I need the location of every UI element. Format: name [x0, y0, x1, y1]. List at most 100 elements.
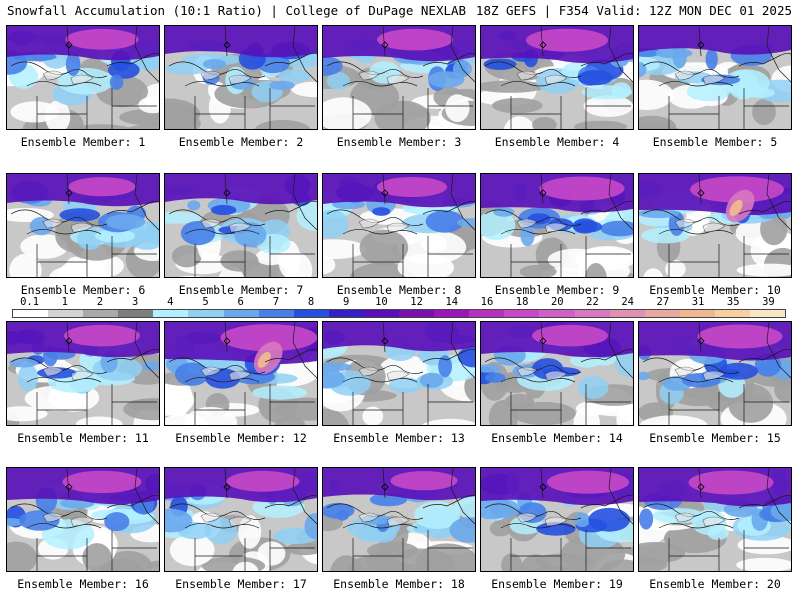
- member-label-8: Ensemble Member: 8: [336, 283, 462, 297]
- member-label-9: Ensemble Member: 9: [494, 283, 620, 297]
- colorbar-segment: [83, 310, 119, 317]
- snowfall-map-7: [165, 174, 317, 277]
- colorbar-segment: [363, 310, 400, 317]
- member-map-10: [638, 173, 792, 278]
- member-label-19: Ensemble Member: 19: [491, 577, 623, 591]
- colorbar-segment: [434, 310, 470, 317]
- member-map-7: [164, 173, 318, 278]
- colorbar-label: 0.1: [20, 296, 40, 308]
- snowfall-map-11: [7, 322, 159, 425]
- snowfall-map-8: [323, 174, 475, 277]
- member-label-10: Ensemble Member: 10: [649, 283, 781, 297]
- colorbar-label: 5: [202, 296, 209, 308]
- member-label-2: Ensemble Member: 2: [178, 135, 304, 149]
- member-label-1: Ensemble Member: 1: [20, 135, 146, 149]
- colorbar-segment: [293, 310, 329, 317]
- member-label-15: Ensemble Member: 15: [649, 431, 781, 445]
- snowfall-map-15: [639, 322, 791, 425]
- run-valid-time: 18Z GEFS | F354 Valid: 12Z MON DEC 01 20…: [475, 3, 792, 18]
- colorbar-label: 27: [656, 296, 670, 308]
- member-label-4: Ensemble Member: 4: [494, 135, 620, 149]
- colorbar-label: 12: [410, 296, 423, 308]
- colorbar-labels: 0.1 1 2 3 4 5 6 7 8 9 10 12 14 16 18 20 22 24 27 31 35 39: [0, 296, 800, 308]
- member-map-1: [6, 25, 160, 130]
- colorbar-segment: [48, 310, 84, 317]
- member-label-11: Ensemble Member: 11: [17, 431, 149, 445]
- colorbar-label: 1: [61, 296, 68, 308]
- member-label-13: Ensemble Member: 13: [333, 431, 465, 445]
- colorbar-segment: [539, 310, 575, 317]
- member-map-12: [164, 321, 318, 426]
- colorbar-segment: [574, 310, 610, 317]
- colorbar-segment: [399, 310, 435, 317]
- member-label-6: Ensemble Member: 6: [20, 283, 146, 297]
- colorbar-segment: [749, 310, 786, 317]
- member-label-18: Ensemble Member: 18: [333, 577, 465, 591]
- colorbar-label: 6: [237, 296, 244, 308]
- member-map-2: [164, 25, 318, 130]
- colorbar-segment: [714, 310, 750, 317]
- member-label-7: Ensemble Member: 7: [178, 283, 304, 297]
- colorbar-label: 4: [167, 296, 174, 308]
- header-bar: Snowfall Accumulation (10:1 Ratio) | Col…: [0, 0, 800, 22]
- snowfall-map-20: [639, 468, 791, 571]
- member-label-12: Ensemble Member: 12: [175, 431, 307, 445]
- colorbar-segment: [644, 310, 680, 317]
- colorbar-label: 31: [691, 296, 705, 308]
- colorbar-label: 16: [480, 296, 494, 308]
- snowfall-map-13: [323, 322, 475, 425]
- member-map-4: [480, 25, 634, 130]
- member-map-6: [6, 173, 160, 278]
- colorbar-label: 24: [621, 296, 634, 308]
- snowfall-map-2: [165, 26, 317, 129]
- colorbar-label: 3: [131, 296, 139, 308]
- member-label-20: Ensemble Member: 20: [649, 577, 781, 591]
- member-map-19: [480, 467, 634, 572]
- snowfall-map-3: [323, 26, 475, 129]
- colorbar-label: 8: [307, 296, 315, 308]
- member-map-11: [6, 321, 160, 426]
- snowfall-colorbar: [12, 309, 786, 318]
- colorbar-segment: [328, 310, 364, 317]
- member-label-3: Ensemble Member: 3: [336, 135, 462, 149]
- member-map-5: [638, 25, 792, 130]
- colorbar-label: 20: [550, 296, 564, 308]
- snowfall-map-12: [165, 322, 317, 425]
- colorbar-segment: [258, 310, 294, 317]
- member-map-15: [638, 321, 792, 426]
- colorbar-segment: [223, 310, 259, 317]
- member-label-16: Ensemble Member: 16: [17, 577, 149, 591]
- product-title: Snowfall Accumulation (10:1 Ratio) | Col…: [7, 3, 467, 18]
- member-label-14: Ensemble Member: 14: [491, 431, 623, 445]
- member-map-13: [322, 321, 476, 426]
- colorbar-label: 35: [726, 296, 740, 308]
- colorbar-segment: [153, 310, 189, 317]
- colorbar-segment: [13, 310, 49, 317]
- snowfall-map-16: [7, 468, 159, 571]
- snowfall-map-4: [481, 26, 633, 129]
- member-map-14: [480, 321, 634, 426]
- colorbar-segment: [504, 310, 540, 317]
- member-label-5: Ensemble Member: 5: [652, 135, 778, 149]
- colorbar-label: 9: [343, 296, 350, 308]
- colorbar-segment: [679, 310, 715, 317]
- member-map-18: [322, 467, 476, 572]
- snowfall-map-1: [7, 26, 159, 129]
- colorbar-segment: [469, 310, 505, 317]
- snowfall-map-18: [323, 468, 475, 571]
- member-label-17: Ensemble Member: 17: [175, 577, 307, 591]
- colorbar-segment: [118, 310, 154, 317]
- colorbar-label: 2: [96, 296, 104, 308]
- colorbar-label: 10: [375, 296, 388, 308]
- colorbar-label: 7: [272, 296, 280, 308]
- snowfall-map-9: [481, 174, 633, 277]
- colorbar-label: 18: [515, 296, 529, 308]
- snowfall-map-14: [481, 322, 633, 425]
- snowfall-map-5: [639, 26, 791, 129]
- member-map-9: [480, 173, 634, 278]
- colorbar-segment: [609, 310, 645, 317]
- member-map-8: [322, 173, 476, 278]
- colorbar-label: 14: [445, 296, 459, 308]
- member-map-3: [322, 25, 476, 130]
- member-map-17: [164, 467, 318, 572]
